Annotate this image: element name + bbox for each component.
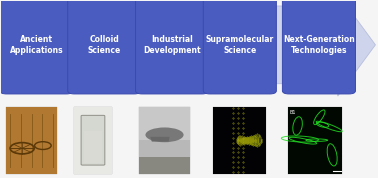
Bar (74, 107, 112, 174)
Bar (139, 107, 190, 140)
Bar (288, 107, 342, 174)
Text: Colloid
Science: Colloid Science (88, 35, 121, 55)
Bar (288, 107, 342, 174)
Text: Ancient
Applications: Ancient Applications (10, 35, 63, 55)
FancyBboxPatch shape (68, 0, 141, 94)
Ellipse shape (146, 127, 184, 142)
Text: Next-Generation
Technologies: Next-Generation Technologies (283, 35, 355, 55)
Bar (139, 107, 190, 174)
Bar (214, 107, 266, 174)
FancyBboxPatch shape (81, 115, 105, 165)
Bar (214, 107, 266, 174)
Bar (6, 107, 57, 174)
Bar (74, 107, 112, 174)
Bar (139, 107, 190, 174)
Polygon shape (3, 0, 375, 96)
FancyBboxPatch shape (0, 0, 73, 94)
Text: Supramolecular
Science: Supramolecular Science (206, 35, 274, 55)
Bar (139, 157, 190, 174)
Polygon shape (150, 137, 170, 142)
FancyBboxPatch shape (282, 0, 355, 94)
Bar (6, 107, 57, 174)
Bar (84, 131, 102, 163)
Text: B1: B1 (290, 110, 296, 115)
Text: Industrial
Development: Industrial Development (143, 35, 201, 55)
FancyBboxPatch shape (203, 0, 276, 94)
FancyBboxPatch shape (136, 0, 209, 94)
